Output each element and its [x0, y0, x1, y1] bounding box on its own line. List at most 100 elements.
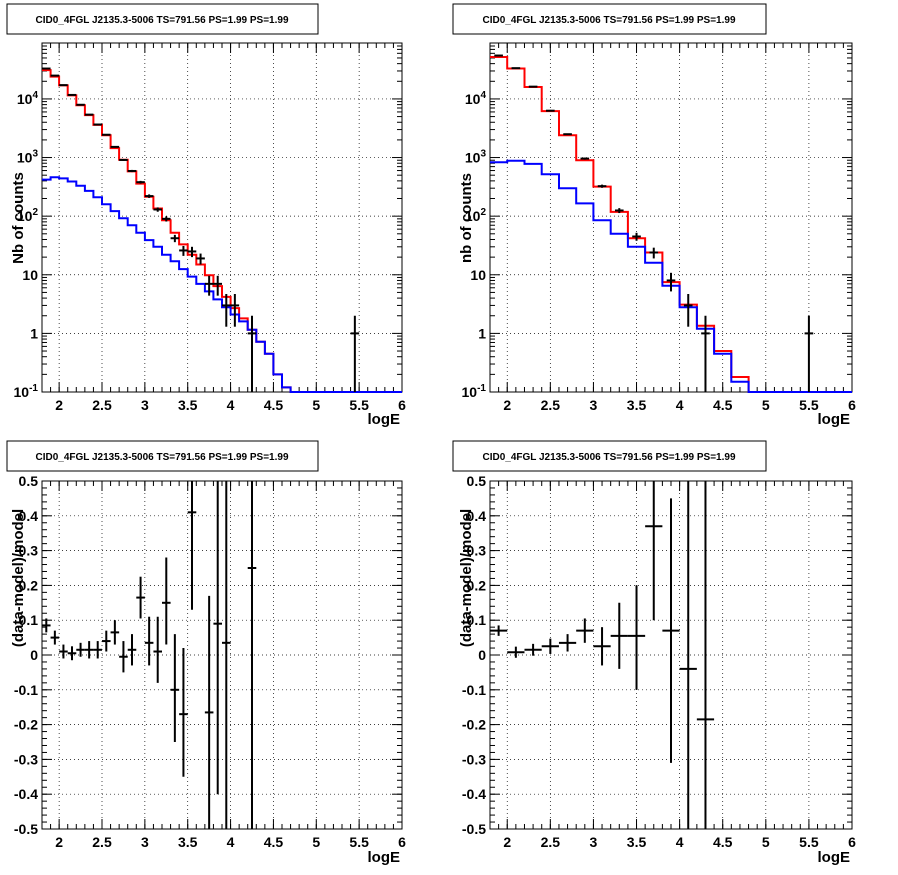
x-tick-label: 5.5 [349, 834, 369, 850]
data-point [632, 232, 641, 241]
y-tick-label: 1 [478, 325, 486, 341]
data-point [179, 648, 188, 777]
x-tick-label: 2.5 [92, 397, 112, 413]
y-tick-label: -0.4 [14, 786, 38, 802]
y-tick-label: 0 [30, 647, 38, 663]
data-point [102, 630, 111, 652]
data-point [144, 194, 154, 198]
y-tick-label: 102 [17, 207, 39, 224]
data-point [153, 207, 162, 212]
x-tick-label: 5.5 [799, 397, 819, 413]
y-tick-label: 104 [17, 90, 39, 107]
data-point [136, 576, 145, 619]
plot-area: 2 2.5 3 3.5 4 4.5 5 5.5 6 -0.5 -0.4 -0.3 -0.2 -0.1 0 0.… [14, 473, 406, 850]
data-point [76, 642, 85, 657]
data-point [42, 618, 51, 633]
x-tick-label: 4 [676, 397, 684, 413]
data-point [662, 498, 680, 763]
y-tick-label: 10-1 [462, 383, 487, 400]
y-tick-label: -0.3 [462, 751, 486, 767]
x-tick-label: 6 [848, 397, 856, 413]
x-tick-label: 5 [762, 834, 770, 850]
data-point [804, 315, 814, 392]
data-point [170, 234, 180, 243]
data-point [610, 602, 628, 669]
y-tick-label: -0.5 [462, 821, 486, 837]
pad-residual-right: CID0_4FGL J2135.3-5006 TS=791.56 PS=1.99… [452, 440, 856, 866]
data-point [558, 634, 577, 652]
plot-area: 2 2.5 3 3.5 4 4.5 5 5.5 6 10-1 1 10 102 103 104 [14, 42, 406, 413]
chart-title-box: CID0_4FGL J2135.3-5006 TS=791.56 PS=1.99… [6, 440, 319, 472]
data-point [350, 315, 360, 392]
x-tick-label: 2 [55, 834, 63, 850]
x-tick-label: 4.5 [264, 834, 284, 850]
x-tick-label: 3.5 [178, 397, 198, 413]
data-point [67, 646, 77, 661]
x-tick-label: 5 [312, 397, 320, 413]
x-tick-label: 5 [312, 834, 320, 850]
data-point [679, 481, 697, 829]
data-point [196, 253, 205, 265]
pad-counts-left: CID0_4FGL J2135.3-5006 TS=791.56 PS=1.99… [6, 3, 406, 428]
x-tick-label: 3 [141, 834, 149, 850]
data-point [576, 618, 594, 643]
y-tick-label: 10 [22, 267, 38, 283]
x-tick-label: 4 [676, 834, 684, 850]
y-tick-label: 0.4 [467, 508, 487, 524]
data-point [179, 245, 188, 256]
model-background-step-line [490, 159, 852, 393]
data-point [222, 293, 231, 327]
y-tick-label: -0.5 [14, 821, 38, 837]
data-point [683, 293, 693, 327]
x-tick-label: 2 [503, 397, 511, 413]
x-tick-label: 4.5 [264, 397, 284, 413]
x-tick-label: 3 [590, 397, 598, 413]
data-point [110, 145, 120, 148]
x-axis-label: logE [368, 849, 401, 866]
data-point [119, 641, 128, 673]
x-tick-label: 6 [398, 397, 406, 413]
x-tick-label: 6 [848, 834, 856, 850]
y-tick-label: -0.2 [462, 717, 486, 733]
plot-frame [489, 42, 853, 393]
data-point [524, 643, 542, 656]
chart-title-box: CID0_4FGL J2135.3-5006 TS=791.56 PS=1.99… [452, 440, 767, 472]
y-tick-label: 0.3 [19, 543, 39, 559]
data-point [162, 216, 171, 222]
pad-counts-right: CID0_4FGL J2135.3-5006 TS=791.56 PS=1.99… [452, 3, 856, 428]
x-tick-label: 2.5 [541, 834, 561, 850]
data-point [507, 646, 525, 658]
chart-title-box: CID0_4FGL J2135.3-5006 TS=791.56 PS=1.99… [6, 3, 319, 35]
y-tick-label: 103 [17, 149, 39, 166]
data-point [614, 208, 624, 214]
data-point [119, 158, 128, 161]
data-point [627, 585, 646, 690]
data-point [666, 272, 676, 292]
data-point [204, 595, 214, 829]
data-point [127, 634, 137, 666]
data-point [170, 634, 180, 742]
x-tick-label: 3.5 [627, 397, 647, 413]
data-point [50, 630, 60, 645]
y-tick-label: -0.1 [14, 682, 38, 698]
data-point [84, 641, 94, 659]
pad-residual-left: CID0_4FGL J2135.3-5006 TS=791.56 PS=1.99… [6, 440, 406, 866]
y-tick-label: 10 [470, 267, 486, 283]
chart-title: CID0_4FGL J2135.3-5006 TS=791.56 PS=1.99… [482, 452, 735, 463]
data-point [59, 84, 68, 87]
data-point [127, 169, 137, 173]
y-axis-label: (data-model)/model [458, 509, 475, 647]
y-tick-label: 0.1 [19, 612, 39, 628]
y-tick-label: 0 [478, 647, 486, 663]
x-tick-label: 2 [503, 834, 511, 850]
x-tick-label: 2 [55, 397, 63, 413]
data-point [102, 133, 111, 136]
data-point [213, 481, 222, 795]
data-point [67, 93, 77, 96]
x-tick-label: 5.5 [799, 834, 819, 850]
y-tick-label: -0.1 [462, 682, 486, 698]
plot-area: 2 2.5 3 3.5 4 4.5 5 5.5 6 -0.5 -0.4 -0.3 -0.2 -0.1 0 0.… [462, 473, 856, 850]
y-tick-label: 0.2 [467, 577, 487, 593]
data-point [645, 481, 663, 621]
